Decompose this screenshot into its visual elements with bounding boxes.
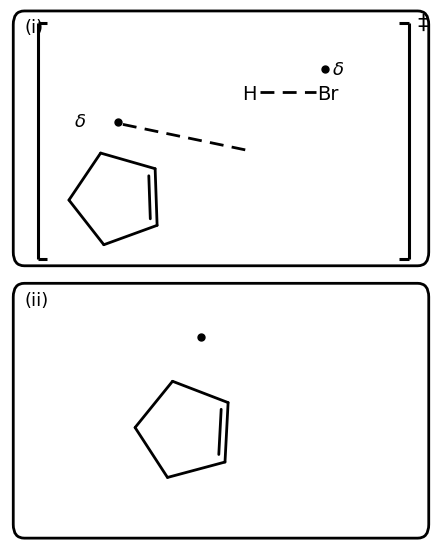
FancyBboxPatch shape xyxy=(13,283,429,538)
FancyBboxPatch shape xyxy=(13,11,429,266)
Text: (ii): (ii) xyxy=(24,292,49,310)
Text: ‡: ‡ xyxy=(418,14,429,33)
Text: δ: δ xyxy=(332,61,343,78)
Text: Br: Br xyxy=(317,85,339,104)
Text: (i): (i) xyxy=(24,19,43,37)
Text: H: H xyxy=(243,85,257,104)
Text: δ: δ xyxy=(75,113,86,130)
